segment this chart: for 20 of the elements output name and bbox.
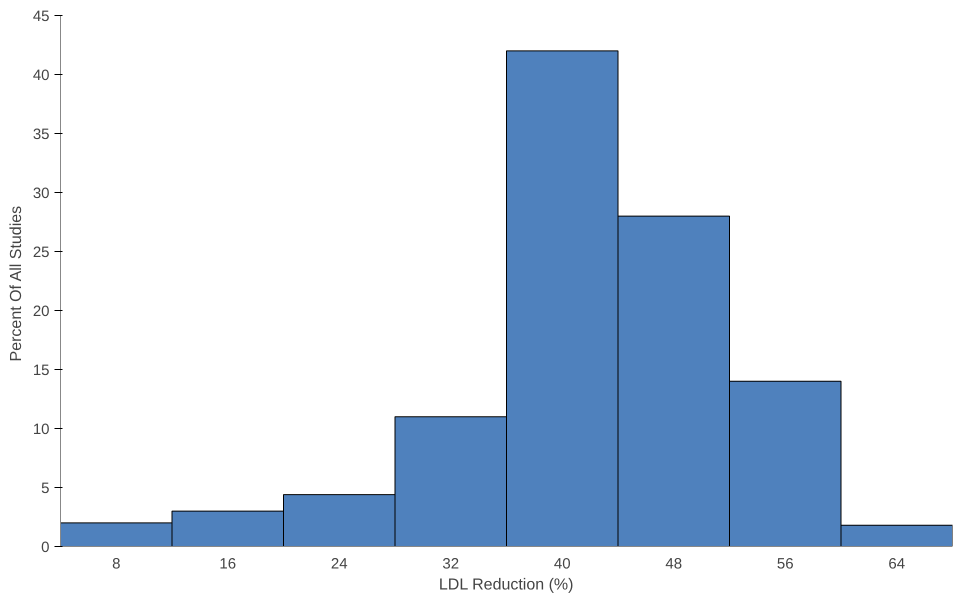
x-tick-label: 24 xyxy=(330,556,348,572)
x-tick-label: 48 xyxy=(665,556,682,572)
x-tick-label: 40 xyxy=(554,556,571,572)
x-tick-label: 56 xyxy=(776,556,794,572)
y-tick-label: 20 xyxy=(32,303,50,320)
y-tick-label: 45 xyxy=(32,8,50,25)
x-tick-label: 32 xyxy=(442,556,460,572)
y-tick-label: 25 xyxy=(32,244,50,261)
y-axis-title: Percent Of All Studies xyxy=(8,206,25,362)
x-tick-label: 8 xyxy=(112,556,120,572)
y-tick-label: 10 xyxy=(32,421,50,438)
x-tick-label: 16 xyxy=(219,556,236,572)
y-tick-label: 15 xyxy=(32,362,50,379)
y-tick-label: 30 xyxy=(32,185,50,202)
y-tick-label: 0 xyxy=(41,539,50,556)
x-axis-title: LDL Reduction (%) xyxy=(438,576,574,594)
y-tick-label: 5 xyxy=(41,480,50,497)
y-tick-label: 40 xyxy=(32,67,50,84)
x-tick-label: 64 xyxy=(888,556,906,572)
y-tick-label: 35 xyxy=(32,126,50,143)
